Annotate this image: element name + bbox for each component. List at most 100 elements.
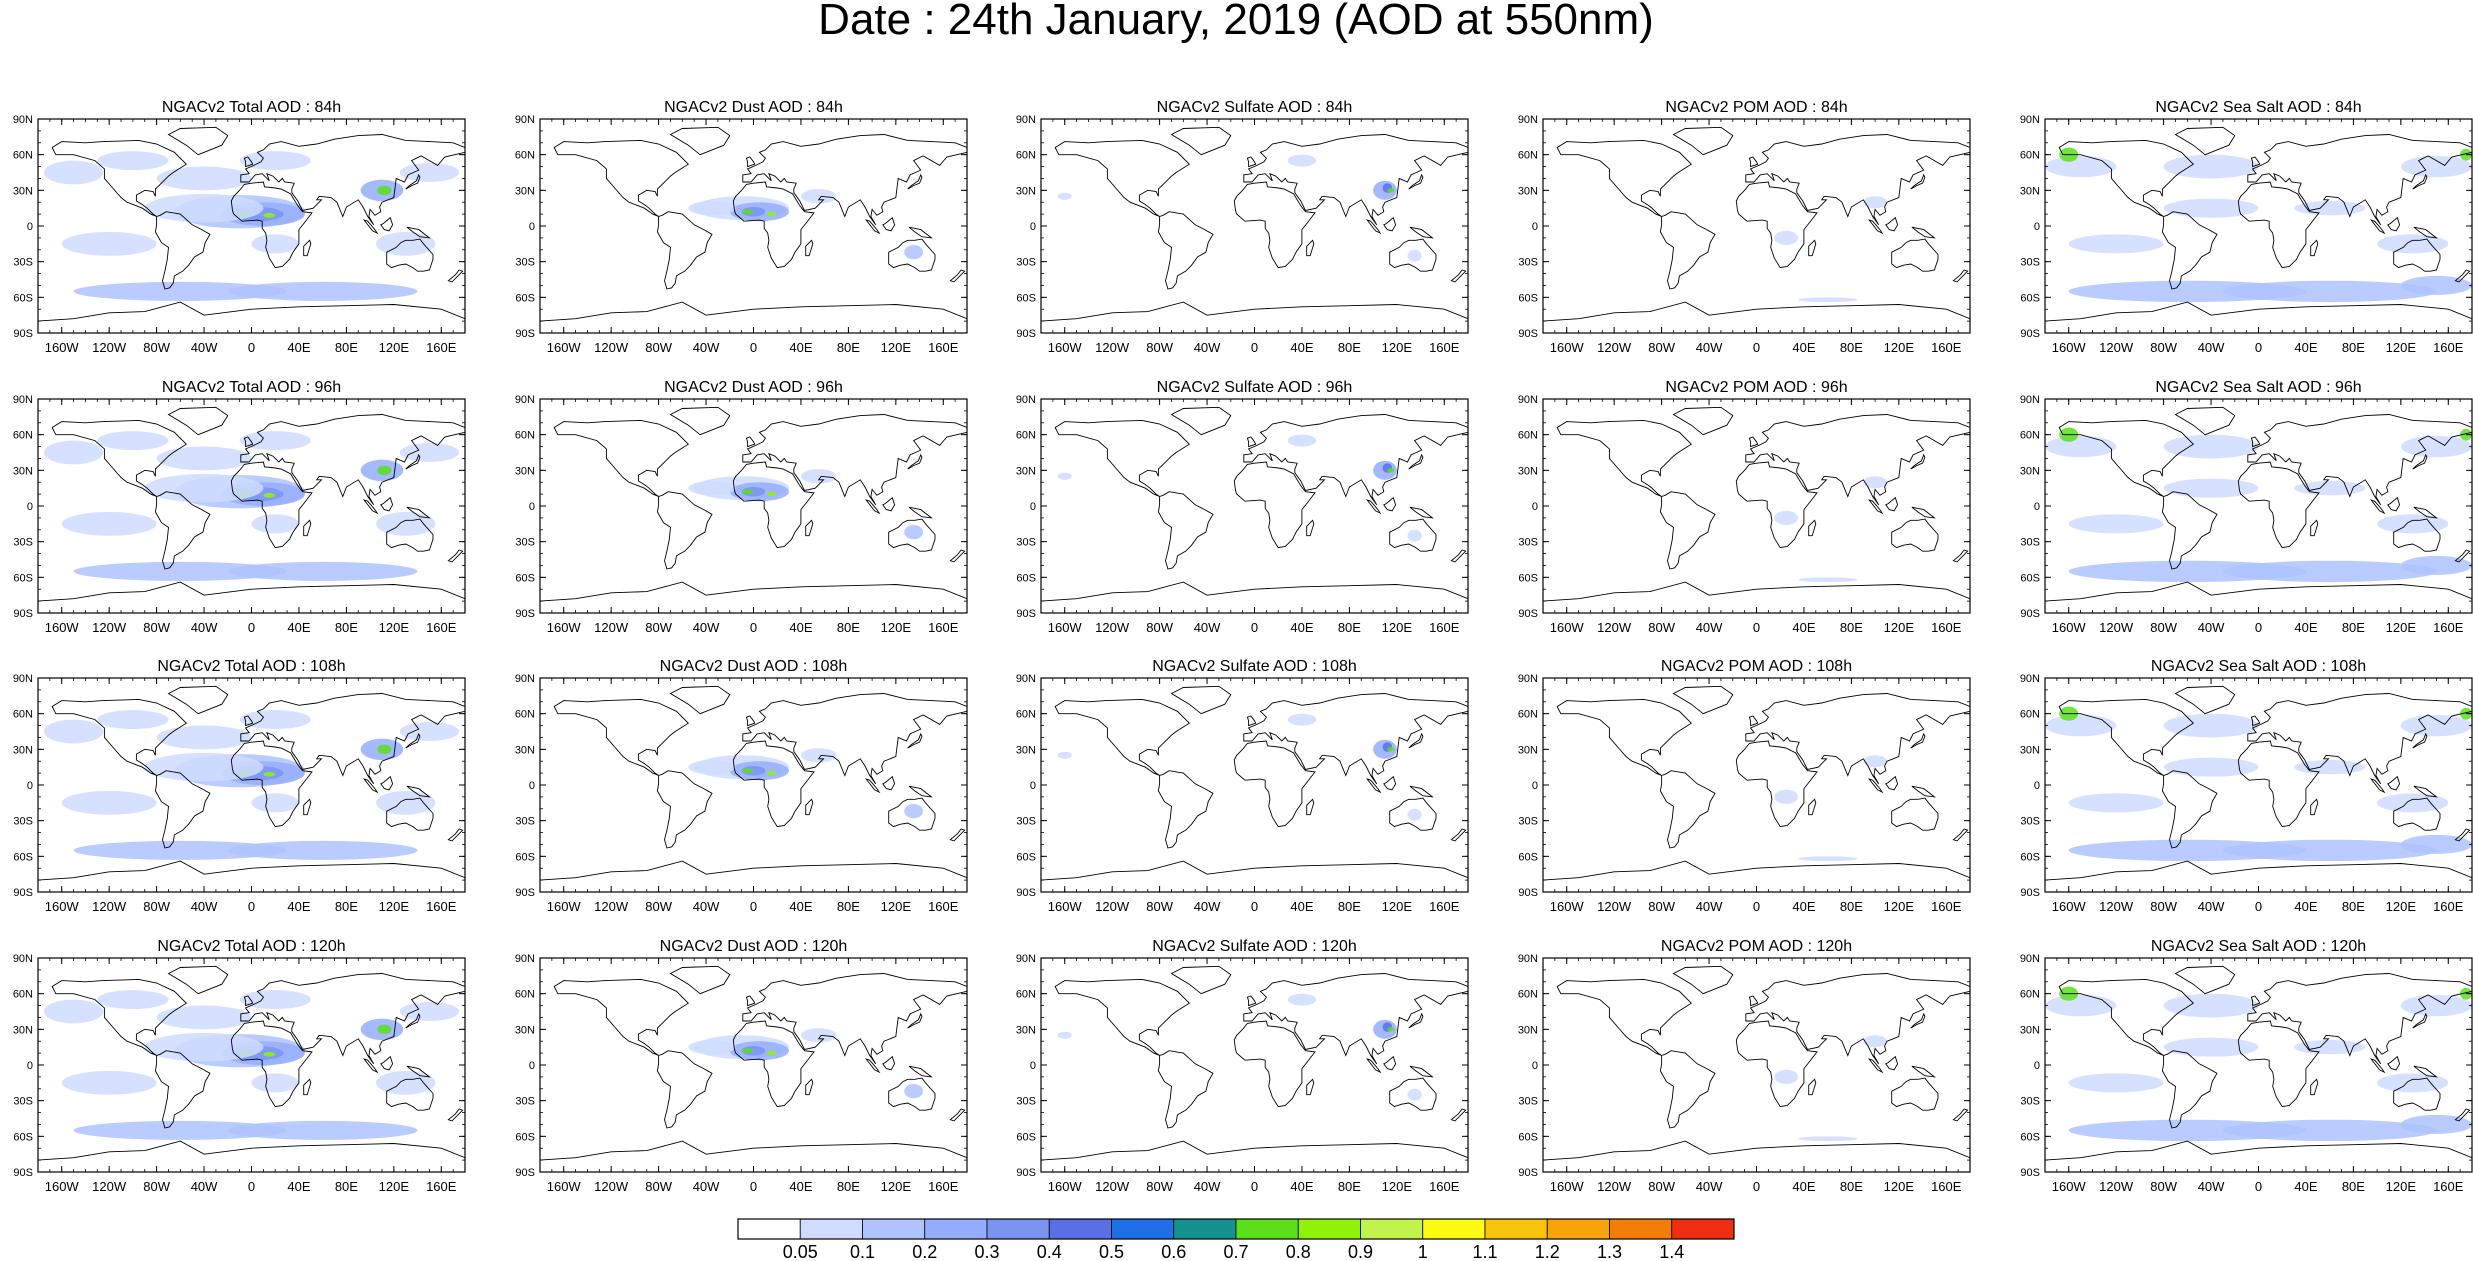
lon-tick-label: 120E bbox=[2386, 620, 2417, 635]
lat-tick-label: 30N bbox=[515, 465, 535, 477]
land-british-isles bbox=[745, 715, 756, 727]
lon-tick-label: 40E bbox=[1290, 1179, 1313, 1194]
land-africa bbox=[732, 461, 815, 549]
lat-tick-label: 90N bbox=[13, 673, 33, 685]
lon-tick-label: 160W bbox=[1550, 899, 1585, 914]
land-new-zealand bbox=[1952, 269, 1969, 283]
lat-tick-label: 30S bbox=[1518, 816, 1538, 828]
lat-tick-label: 60N bbox=[1518, 709, 1538, 721]
land-sumatra bbox=[362, 219, 379, 235]
lat-tick-label: 60N bbox=[1518, 150, 1538, 162]
lon-tick-label: 160W bbox=[1550, 340, 1585, 355]
land-japan bbox=[405, 1012, 421, 1029]
aod-plume bbox=[1407, 808, 1422, 821]
land-new-zealand bbox=[1952, 1108, 1969, 1122]
lon-tick-label: 120E bbox=[881, 620, 912, 635]
land-borneo bbox=[380, 1055, 394, 1071]
lon-tick-label: 160W bbox=[1550, 620, 1585, 635]
colorbar-swatch bbox=[737, 1218, 801, 1240]
lat-tick-label: 60N bbox=[515, 150, 535, 162]
lon-tick-label: 120E bbox=[881, 340, 912, 355]
land-africa bbox=[2237, 1020, 2320, 1108]
land-new-zealand bbox=[949, 828, 966, 842]
land-australia bbox=[2393, 797, 2441, 831]
lon-tick-label: 160E bbox=[1931, 340, 1962, 355]
land-british-isles bbox=[745, 995, 756, 1007]
land-north-america bbox=[553, 419, 690, 497]
land-madagascar bbox=[1306, 798, 1315, 816]
aod-plume bbox=[2400, 714, 2472, 737]
colorbar-swatch bbox=[1484, 1218, 1548, 1240]
aod-field bbox=[688, 469, 924, 540]
land-new-zealand bbox=[949, 1108, 966, 1122]
lat-tick-label: 30N bbox=[13, 1024, 33, 1036]
lon-tick-label: 160E bbox=[928, 1179, 959, 1194]
colorbar-label: 0.8 bbox=[1286, 1242, 1311, 1261]
colorbar-label: 1.3 bbox=[1597, 1242, 1622, 1261]
land-greenland bbox=[1170, 965, 1232, 995]
lon-tick-label: 80E bbox=[1338, 340, 1361, 355]
lon-tick-label: 0 bbox=[1753, 1179, 1760, 1194]
lon-tick-label: 120W bbox=[2099, 899, 2134, 914]
land-australia bbox=[386, 238, 434, 272]
lon-tick-label: 120W bbox=[1597, 620, 1632, 635]
land-british-isles bbox=[243, 995, 254, 1007]
map-frame bbox=[1542, 677, 1971, 893]
land-british-isles bbox=[745, 156, 756, 168]
land-africa bbox=[230, 1020, 313, 1108]
lat-tick-label: 30N bbox=[1016, 1024, 1036, 1036]
lon-tick-label: 40W bbox=[1194, 620, 1221, 635]
land-borneo bbox=[380, 216, 394, 232]
coastlines bbox=[540, 685, 967, 892]
lat-tick-label: 60S bbox=[13, 1131, 33, 1143]
map-panel-pom-r1: NGACv2 POM AOD : 84h 90N 60N 30N 0 30S 60S 90S 1… bbox=[1518, 99, 1971, 355]
land-greenland bbox=[1672, 126, 1734, 156]
lon-tick-label: 120W bbox=[2099, 620, 2134, 635]
land-sumatra bbox=[1365, 499, 1382, 515]
aod-plume bbox=[2163, 713, 2259, 738]
lat-tick-label: 90S bbox=[1016, 328, 1036, 340]
aod-plume bbox=[144, 1032, 264, 1062]
lat-tick-label: 90S bbox=[2020, 328, 2040, 340]
aod-plume bbox=[227, 561, 418, 581]
aod-plume bbox=[61, 1070, 157, 1095]
land-new-guinea bbox=[406, 1065, 431, 1078]
land-north-america bbox=[1054, 978, 1191, 1056]
colorbar-swatch bbox=[1048, 1218, 1112, 1240]
lon-tick-label: 160E bbox=[2433, 620, 2464, 635]
aod-plume bbox=[2294, 201, 2366, 216]
land-british-isles bbox=[1748, 156, 1759, 168]
lat-tick-label: 60N bbox=[13, 709, 33, 721]
land-new-zealand bbox=[2454, 549, 2471, 563]
land-africa bbox=[1735, 740, 1818, 828]
lon-tick-label: 160E bbox=[426, 1179, 457, 1194]
land-british-isles bbox=[1748, 715, 1759, 727]
land-borneo bbox=[1383, 775, 1397, 791]
lon-tick-label: 80W bbox=[645, 620, 672, 635]
land-madagascar bbox=[1808, 798, 1817, 816]
lon-tick-label: 120E bbox=[2386, 1179, 2417, 1194]
land-greenland bbox=[2174, 965, 2236, 995]
aod-field bbox=[1057, 993, 1422, 1101]
lon-tick-label: 80E bbox=[335, 340, 358, 355]
lon-tick-label: 160W bbox=[2052, 620, 2087, 635]
aod-plume bbox=[2045, 435, 2117, 458]
aod-plume bbox=[2163, 434, 2259, 459]
land-antarctica bbox=[540, 1140, 967, 1172]
lon-tick-label: 0 bbox=[1753, 899, 1760, 914]
lon-tick-label: 120E bbox=[379, 620, 410, 635]
lon-tick-label: 80W bbox=[645, 1179, 672, 1194]
aod-plume bbox=[800, 1028, 837, 1043]
colorbar-label: 1.2 bbox=[1535, 1242, 1560, 1261]
aod-plume bbox=[239, 990, 311, 1010]
land-sumatra bbox=[864, 499, 881, 515]
aod-plume bbox=[239, 710, 311, 730]
land-madagascar bbox=[1808, 239, 1817, 257]
land-borneo bbox=[1885, 775, 1899, 791]
map-frame bbox=[539, 398, 968, 614]
lon-tick-label: 160W bbox=[547, 340, 582, 355]
lat-tick-label: 60N bbox=[1518, 989, 1538, 1001]
lat-tick-label: 60N bbox=[1016, 989, 1036, 1001]
land-british-isles bbox=[243, 156, 254, 168]
